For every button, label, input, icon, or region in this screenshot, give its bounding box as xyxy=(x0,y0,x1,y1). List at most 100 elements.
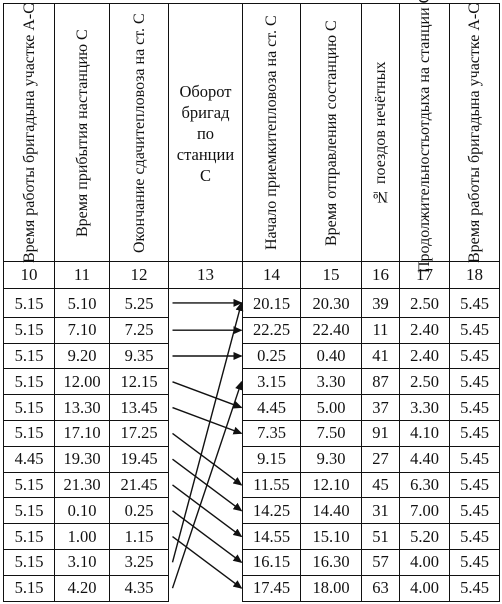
cell-c11: 9.20 xyxy=(54,342,110,370)
cell-c12: 12.15 xyxy=(109,368,169,396)
header-col-14: Начало приемки тепловоза на ст. С xyxy=(242,3,301,262)
header-line: тепловоза на ст. С xyxy=(130,12,148,136)
cell-c11: 0.10 xyxy=(54,497,110,525)
column-number: 13 xyxy=(168,261,243,289)
table-row: 4.45 19.30 19.45 9.15 9.30 27 4.40 5.45 xyxy=(3,445,500,473)
header-line: № поездов нечётных xyxy=(372,60,389,205)
header-label: Время работы бригады на участке А-С xyxy=(20,2,39,262)
cell-c18: 5.45 xyxy=(449,523,500,550)
header-line: по xyxy=(196,124,215,143)
column-number: 15 xyxy=(300,261,362,289)
column-number-row: 10 11 12 13 14 15 16 17 18 xyxy=(3,261,500,289)
cell-c17: 6.30 xyxy=(399,471,450,499)
cell-c10: 5.15 xyxy=(3,368,55,396)
cell-c17: 4.10 xyxy=(399,419,450,447)
cell-c16: 91 xyxy=(361,419,400,447)
cell-c16: 63 xyxy=(361,574,400,602)
turnover-cell xyxy=(168,575,243,602)
header-label: Оборот бригад по станции С xyxy=(169,79,242,186)
cell-c10: 4.45 xyxy=(3,445,55,473)
cell-c12: 3.25 xyxy=(109,548,169,576)
header-line: Время отправления со xyxy=(322,93,340,246)
cell-c15: 15.10 xyxy=(300,523,362,550)
turnover-cell xyxy=(168,368,243,395)
header-col-13: Оборот бригад по станции С xyxy=(168,3,243,262)
cell-c12: 5.25 xyxy=(109,288,169,318)
turnover-cell xyxy=(168,420,243,447)
cell-c10: 5.15 xyxy=(3,394,55,421)
cell-c11: 13.30 xyxy=(54,394,110,421)
cell-c11: 3.10 xyxy=(54,548,110,576)
cell-c18: 5.45 xyxy=(449,471,500,499)
table-row: 5.15 17.10 17.25 7.35 7.50 91 4.10 5.45 xyxy=(3,419,500,447)
cell-c18: 5.45 xyxy=(449,548,500,576)
header-line: бригад xyxy=(181,103,230,122)
cell-c11: 12.00 xyxy=(54,368,110,396)
header-label: Продолжительность отдыха на станции С xyxy=(415,0,434,273)
cell-c16: 27 xyxy=(361,445,400,473)
cell-c16: 39 xyxy=(361,288,400,318)
cell-c18: 5.45 xyxy=(449,445,500,473)
crew-turnover-table: Время работы бригады на участке А-С Время … xyxy=(3,0,500,602)
cell-c16: 41 xyxy=(361,342,400,370)
cell-c17: 4.00 xyxy=(399,548,450,576)
table-row: 5.15 4.20 4.35 17.45 18.00 63 4.00 5.45 xyxy=(3,574,500,602)
header-line: станции xyxy=(176,145,235,164)
cell-c15: 3.30 xyxy=(300,368,362,396)
turnover-cell xyxy=(168,523,243,550)
turnover-cell xyxy=(168,343,243,369)
cell-c17: 5.20 xyxy=(399,523,450,550)
cell-c12: 9.35 xyxy=(109,342,169,370)
cell-c16: 57 xyxy=(361,548,400,576)
header-label: Время работы бригады на участке А-С xyxy=(465,2,484,262)
cell-c12: 17.25 xyxy=(109,419,169,447)
cell-c18: 5.45 xyxy=(449,368,500,396)
column-number: 12 xyxy=(109,261,169,289)
table-row: 5.15 13.30 13.45 4.45 5.00 37 3.30 5.45 xyxy=(3,394,500,421)
header-col-15: Время отправления со станцию С xyxy=(300,3,362,262)
cell-c12: 0.25 xyxy=(109,497,169,525)
cell-c11: 17.10 xyxy=(54,419,110,447)
cell-c17: 2.40 xyxy=(399,316,450,344)
header-line: станцию С xyxy=(322,19,340,94)
cell-c11: 5.10 xyxy=(54,288,110,318)
table-row: 5.15 1.00 1.15 14.55 15.10 51 5.20 5.45 xyxy=(3,523,500,550)
table-row: 5.15 3.10 3.25 16.15 16.30 57 4.00 5.45 xyxy=(3,548,500,576)
cell-c14: 7.35 xyxy=(242,419,301,447)
cell-c14: 0.25 xyxy=(242,342,301,370)
cell-c16: 51 xyxy=(361,523,400,550)
header-line: отдыха на станции С xyxy=(416,0,433,135)
cell-c16: 37 xyxy=(361,394,400,421)
cell-c10: 5.15 xyxy=(3,574,55,602)
header-col-18: Время работы бригады на участке А-С xyxy=(449,2,500,263)
cell-c15: 5.00 xyxy=(300,394,362,421)
cell-c18: 5.45 xyxy=(449,419,500,447)
cell-c14: 14.55 xyxy=(242,523,301,550)
cell-c15: 14.40 xyxy=(300,497,362,525)
column-number: 17 xyxy=(399,261,450,289)
cell-c17: 7.00 xyxy=(399,497,450,525)
cell-c18: 5.45 xyxy=(449,497,500,525)
header-line: на участке А-С xyxy=(466,2,483,106)
turnover-cell xyxy=(168,446,243,473)
cell-c12: 4.35 xyxy=(109,574,169,602)
cell-c15: 9.30 xyxy=(300,445,362,473)
cell-c18: 5.45 xyxy=(449,316,500,344)
header-line: Время работы бригады xyxy=(20,105,38,263)
cell-c14: 14.25 xyxy=(242,497,301,525)
cell-c14: 9.15 xyxy=(242,445,301,473)
cell-c12: 21.45 xyxy=(109,471,169,499)
header-label: Начало приемки тепловоза на ст. С xyxy=(262,8,281,258)
header-line: Оборот xyxy=(179,82,232,101)
cell-c10: 5.15 xyxy=(3,523,55,550)
cell-c14: 20.15 xyxy=(242,288,301,318)
cell-c14: 16.15 xyxy=(242,548,301,576)
header-line: тепловоза на ст. С xyxy=(263,15,280,138)
cell-c15: 20.30 xyxy=(300,288,362,318)
table-row: 5.15 9.20 9.35 0.25 0.40 41 2.40 5.45 xyxy=(3,342,500,370)
cell-c15: 22.40 xyxy=(300,316,362,344)
turnover-cell xyxy=(168,288,243,318)
header-col-17: Продолжительность отдыха на станции С xyxy=(399,0,450,273)
cell-c14: 22.25 xyxy=(242,316,301,344)
schedule-table: Время работы бригады на участке А-С Время … xyxy=(3,0,500,602)
